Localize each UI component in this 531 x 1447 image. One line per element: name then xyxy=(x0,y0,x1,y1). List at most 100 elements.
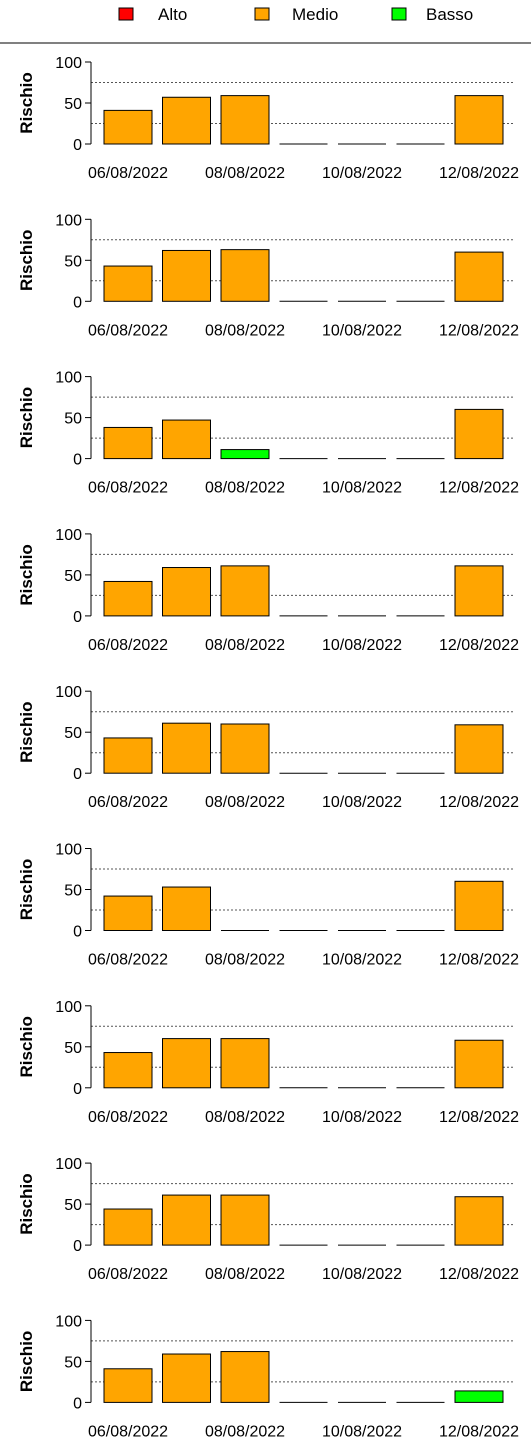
y-tick-label: 50 xyxy=(64,1197,82,1214)
bar-12/08/2022 xyxy=(454,565,504,617)
bar-12/08/2022 xyxy=(454,1196,504,1246)
bar-07/08/2022 xyxy=(162,96,211,145)
legend-label-alto: Alto xyxy=(158,5,187,24)
bar-07/08/2022 xyxy=(162,722,211,774)
bar-12/08/2022 xyxy=(454,724,504,774)
legend: Alto Medio Basso xyxy=(118,5,473,24)
bar-06/08/2022 xyxy=(103,895,153,931)
bar-06/08/2022 xyxy=(103,580,153,617)
y-axis-title: Rischio xyxy=(17,544,36,605)
y-tick-label: 0 xyxy=(73,137,82,154)
bar-06/08/2022 xyxy=(103,265,153,302)
y-tick-label: 50 xyxy=(64,1040,82,1057)
x-tick-label: 10/08/2022 xyxy=(322,1266,402,1283)
x-tick-label: 10/08/2022 xyxy=(322,480,402,497)
chart-panel: 0 50 100 Rischio 06/08/2022 08/08/2022 10/08/2… xyxy=(17,370,519,497)
x-tick-label: 08/08/2022 xyxy=(205,480,285,497)
bar-12/08/2022 xyxy=(454,251,504,302)
bar-08/08/2022 xyxy=(220,1038,270,1089)
x-tick-label: 10/08/2022 xyxy=(322,1423,402,1440)
bar-06/08/2022 xyxy=(103,109,153,145)
y-axis-title: Rischio xyxy=(17,1016,36,1077)
bar-06/08/2022 xyxy=(103,1052,153,1089)
bar-08/08/2022 xyxy=(220,723,270,774)
x-tick-label: 12/08/2022 xyxy=(439,1423,519,1440)
x-tick-label: 08/08/2022 xyxy=(205,952,285,969)
y-axis-title: Rischio xyxy=(17,1331,36,1392)
x-tick-label: 10/08/2022 xyxy=(322,637,402,654)
x-tick-label: 08/08/2022 xyxy=(205,794,285,811)
x-tick-label: 06/08/2022 xyxy=(88,1109,168,1126)
y-tick-label: 50 xyxy=(64,411,82,428)
bar-08/08/2022 xyxy=(220,1194,270,1246)
y-tick-label: 100 xyxy=(55,55,82,72)
chart-panel: 0 50 100 Rischio 06/08/2022 08/08/2022 10/08/2… xyxy=(17,999,519,1126)
x-tick-label: 08/08/2022 xyxy=(205,165,285,182)
legend-swatch-medio xyxy=(254,7,270,21)
x-tick-label: 12/08/2022 xyxy=(439,794,519,811)
bar-06/08/2022 xyxy=(103,1208,153,1246)
y-axis-title: Rischio xyxy=(17,72,36,133)
bar-12/08/2022 xyxy=(454,880,504,931)
x-tick-label: 06/08/2022 xyxy=(88,1423,168,1440)
y-axis-title: Rischio xyxy=(17,230,36,291)
y-tick-label: 100 xyxy=(55,212,82,229)
y-tick-label: 50 xyxy=(64,725,82,742)
bar-06/08/2022 xyxy=(103,737,153,774)
chart-panel: 0 50 100 Rischio 06/08/2022 08/08/2022 10/08/2… xyxy=(17,55,519,182)
y-tick-label: 50 xyxy=(64,568,82,585)
y-tick-label: 0 xyxy=(73,609,82,626)
x-tick-label: 12/08/2022 xyxy=(439,952,519,969)
bar-07/08/2022 xyxy=(162,1353,211,1403)
legend-swatch-basso xyxy=(391,7,407,21)
legend-swatch-alto xyxy=(118,7,134,21)
y-tick-label: 0 xyxy=(73,766,82,783)
x-tick-label: 06/08/2022 xyxy=(88,165,168,182)
y-axis-title: Rischio xyxy=(17,701,36,762)
x-tick-label: 08/08/2022 xyxy=(205,637,285,654)
bar-07/08/2022 xyxy=(162,886,211,931)
x-tick-label: 06/08/2022 xyxy=(88,480,168,497)
y-tick-label: 0 xyxy=(73,294,82,311)
x-tick-label: 10/08/2022 xyxy=(322,165,402,182)
bar-06/08/2022 xyxy=(103,1368,153,1403)
bar-07/08/2022 xyxy=(162,249,211,302)
bar-12/08/2022 xyxy=(454,95,504,145)
chart-panel: 0 50 100 Rischio 06/08/2022 08/08/2022 10/08/2… xyxy=(17,684,519,811)
bar-08/08/2022 xyxy=(220,1351,270,1403)
chart-panels: 0 50 100 Rischio 06/08/2022 08/08/2022 10/08/2… xyxy=(17,55,519,1440)
x-tick-label: 12/08/2022 xyxy=(439,637,519,654)
y-tick-label: 0 xyxy=(73,452,82,469)
x-tick-label: 08/08/2022 xyxy=(205,1423,285,1440)
y-tick-label: 0 xyxy=(73,1395,82,1412)
x-tick-label: 10/08/2022 xyxy=(322,1109,402,1126)
x-tick-label: 12/08/2022 xyxy=(439,165,519,182)
x-tick-label: 12/08/2022 xyxy=(439,480,519,497)
bar-07/08/2022 xyxy=(162,1038,211,1089)
bar-08/08/2022 xyxy=(220,249,270,302)
x-tick-label: 06/08/2022 xyxy=(88,322,168,339)
x-tick-label: 06/08/2022 xyxy=(88,794,168,811)
x-tick-label: 06/08/2022 xyxy=(88,952,168,969)
chart-panel: 0 50 100 Rischio 06/08/2022 08/08/2022 10/08/2… xyxy=(17,212,519,339)
y-tick-label: 0 xyxy=(73,924,82,941)
y-tick-label: 50 xyxy=(64,1354,82,1371)
x-tick-label: 08/08/2022 xyxy=(205,322,285,339)
bar-07/08/2022 xyxy=(162,567,211,617)
chart-panel: 0 50 100 Rischio 06/08/2022 08/08/2022 10/08/2… xyxy=(17,1156,519,1283)
y-tick-label: 0 xyxy=(73,1081,82,1098)
x-tick-label: 08/08/2022 xyxy=(205,1266,285,1283)
y-tick-label: 100 xyxy=(55,527,82,544)
x-tick-label: 10/08/2022 xyxy=(322,952,402,969)
chart-panel: 0 50 100 Rischio 06/08/2022 08/08/2022 10/08/2… xyxy=(17,527,519,654)
y-tick-label: 100 xyxy=(55,999,82,1016)
legend-label-basso: Basso xyxy=(426,5,473,24)
bar-12/08/2022 xyxy=(454,408,504,460)
bar-08/08/2022 xyxy=(220,565,270,617)
y-axis-title: Rischio xyxy=(17,1173,36,1234)
x-tick-label: 12/08/2022 xyxy=(439,322,519,339)
x-tick-label: 12/08/2022 xyxy=(439,1266,519,1283)
y-tick-label: 50 xyxy=(64,883,82,900)
y-tick-label: 100 xyxy=(55,684,82,701)
